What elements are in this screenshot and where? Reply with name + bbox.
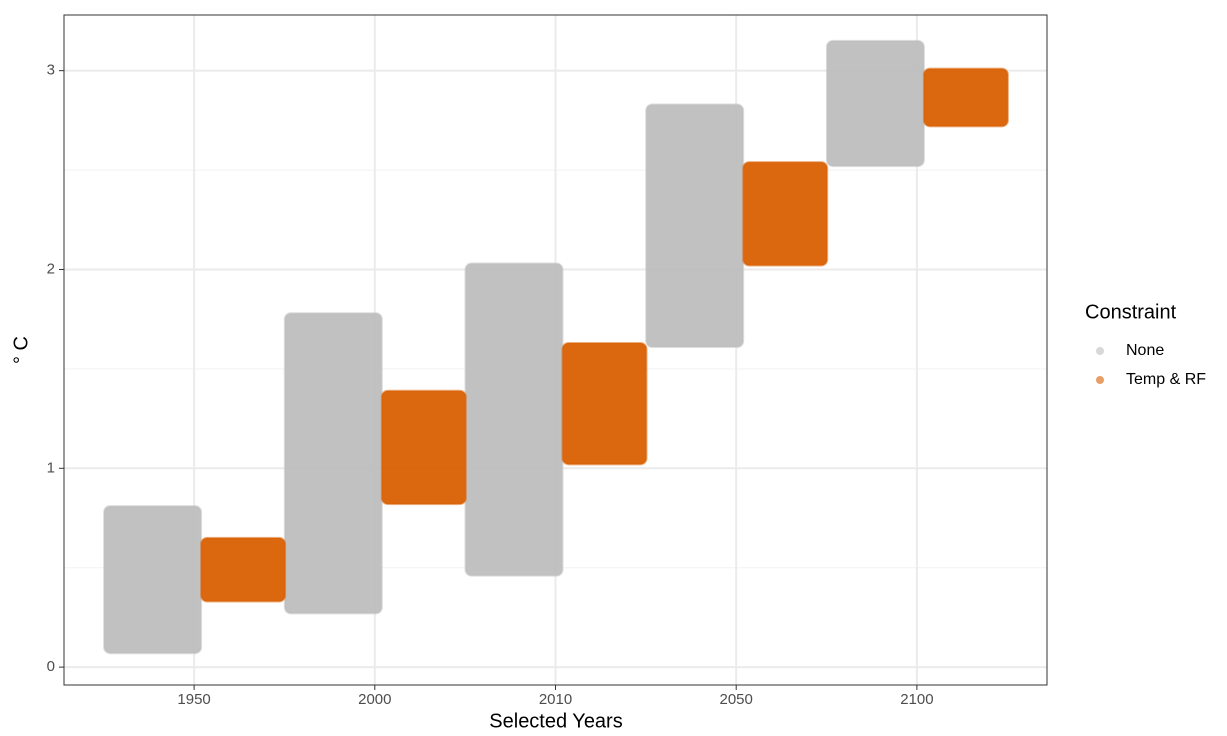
legend-title: Constraint xyxy=(1085,301,1177,323)
point-cloud xyxy=(922,67,1009,128)
x-tick-label: 2000 xyxy=(358,691,391,708)
y-tick-label: 1 xyxy=(47,459,55,476)
y-axis-title: ° C xyxy=(10,336,32,364)
point-cloud xyxy=(645,103,745,349)
point-cloud xyxy=(742,161,829,267)
point-cloud xyxy=(380,389,467,506)
y-tick-label: 2 xyxy=(47,260,55,277)
point-cloud xyxy=(200,536,287,603)
point-cloud xyxy=(103,505,203,655)
legend-text: None xyxy=(1126,342,1164,359)
x-tick-label: 2100 xyxy=(900,691,933,708)
point-cloud xyxy=(825,39,925,168)
legend-text: Temp & RF xyxy=(1126,371,1206,388)
x-axis-title: Selected Years xyxy=(489,710,622,732)
x-tick-label: 1950 xyxy=(177,691,210,708)
legend-key xyxy=(1096,347,1104,355)
point-cloud xyxy=(561,342,648,466)
x-tick-label: 2010 xyxy=(539,691,572,708)
x-tick-label: 2050 xyxy=(720,691,753,708)
plot-border xyxy=(63,14,1048,686)
y-tick-label: 0 xyxy=(47,658,55,675)
legend-key xyxy=(1096,376,1104,384)
point-cloud xyxy=(464,262,564,577)
y-tick-label: 3 xyxy=(47,62,55,79)
point-cloud xyxy=(283,312,383,615)
